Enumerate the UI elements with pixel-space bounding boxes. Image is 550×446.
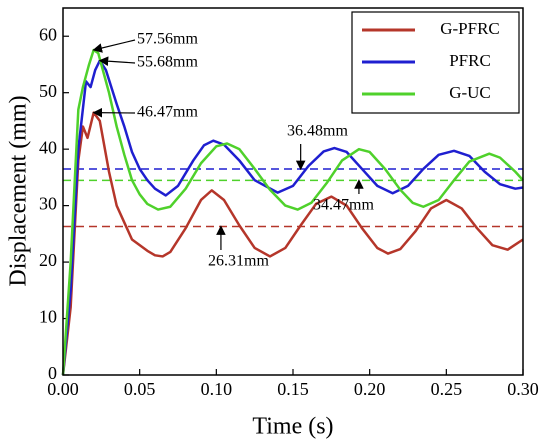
annotation-arrow [98,56,136,66]
x-tick-label: 0.10 [201,379,233,399]
y-tick-label: 40 [39,137,57,157]
y-tick-label: 60 [39,24,57,44]
x-tick-label: 0.15 [277,379,309,399]
annotation-label: 26.31mm [208,253,269,270]
x-tick-label: 0.20 [354,379,386,399]
legend-label: PFRC [449,51,491,70]
legend-label: G-PFRC [440,19,500,38]
y-tick-label: 0 [48,363,57,383]
x-tick-label: 0.05 [124,379,156,399]
y-tick-label: 30 [39,194,57,214]
annotation-arrow [92,39,136,53]
x-axis-title: Time (s) [252,414,333,440]
x-tick-label: 0.00 [47,379,79,399]
annotation-label: 46.47mm [137,104,198,121]
y-axis-title: Displacement (mm) [6,95,32,286]
annotation-label: 36.48mm [287,123,348,140]
plot-frame [62,7,524,376]
legend-label: G-UC [449,83,491,102]
x-tick-label: 0.30 [507,379,539,399]
x-tick-label: 0.25 [431,379,463,399]
y-tick-label: 20 [39,250,57,270]
annotation-label: 57.56mm [137,31,198,48]
series-line [61,48,524,376]
y-tick-label: 50 [39,81,57,101]
series-line [61,111,524,376]
y-tick-label: 10 [39,307,57,327]
annotation-label: 55.68mm [137,54,198,71]
annotation-label: 34.47mm [313,197,374,214]
